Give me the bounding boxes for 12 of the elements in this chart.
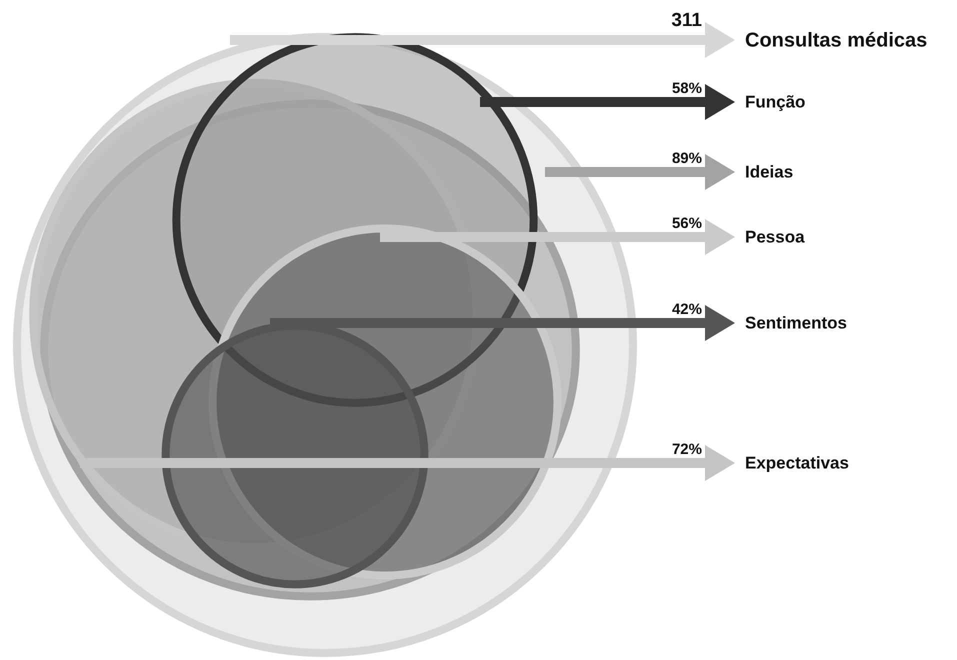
data-label: 58% <box>672 80 702 97</box>
category-label: Pessoa <box>745 228 806 247</box>
data-label: 72% <box>672 441 702 458</box>
category-label: Expectativas <box>745 454 849 473</box>
category-label: Ideias <box>745 162 794 182</box>
category-label: Função <box>745 92 806 112</box>
category-label: Consultas médicas <box>745 30 928 52</box>
data-label: 56% <box>672 215 702 232</box>
data-label: 311 <box>671 10 702 31</box>
data-label: 89% <box>672 150 702 167</box>
category-label: Sentimentos <box>745 314 848 333</box>
data-label: 42% <box>672 301 702 318</box>
